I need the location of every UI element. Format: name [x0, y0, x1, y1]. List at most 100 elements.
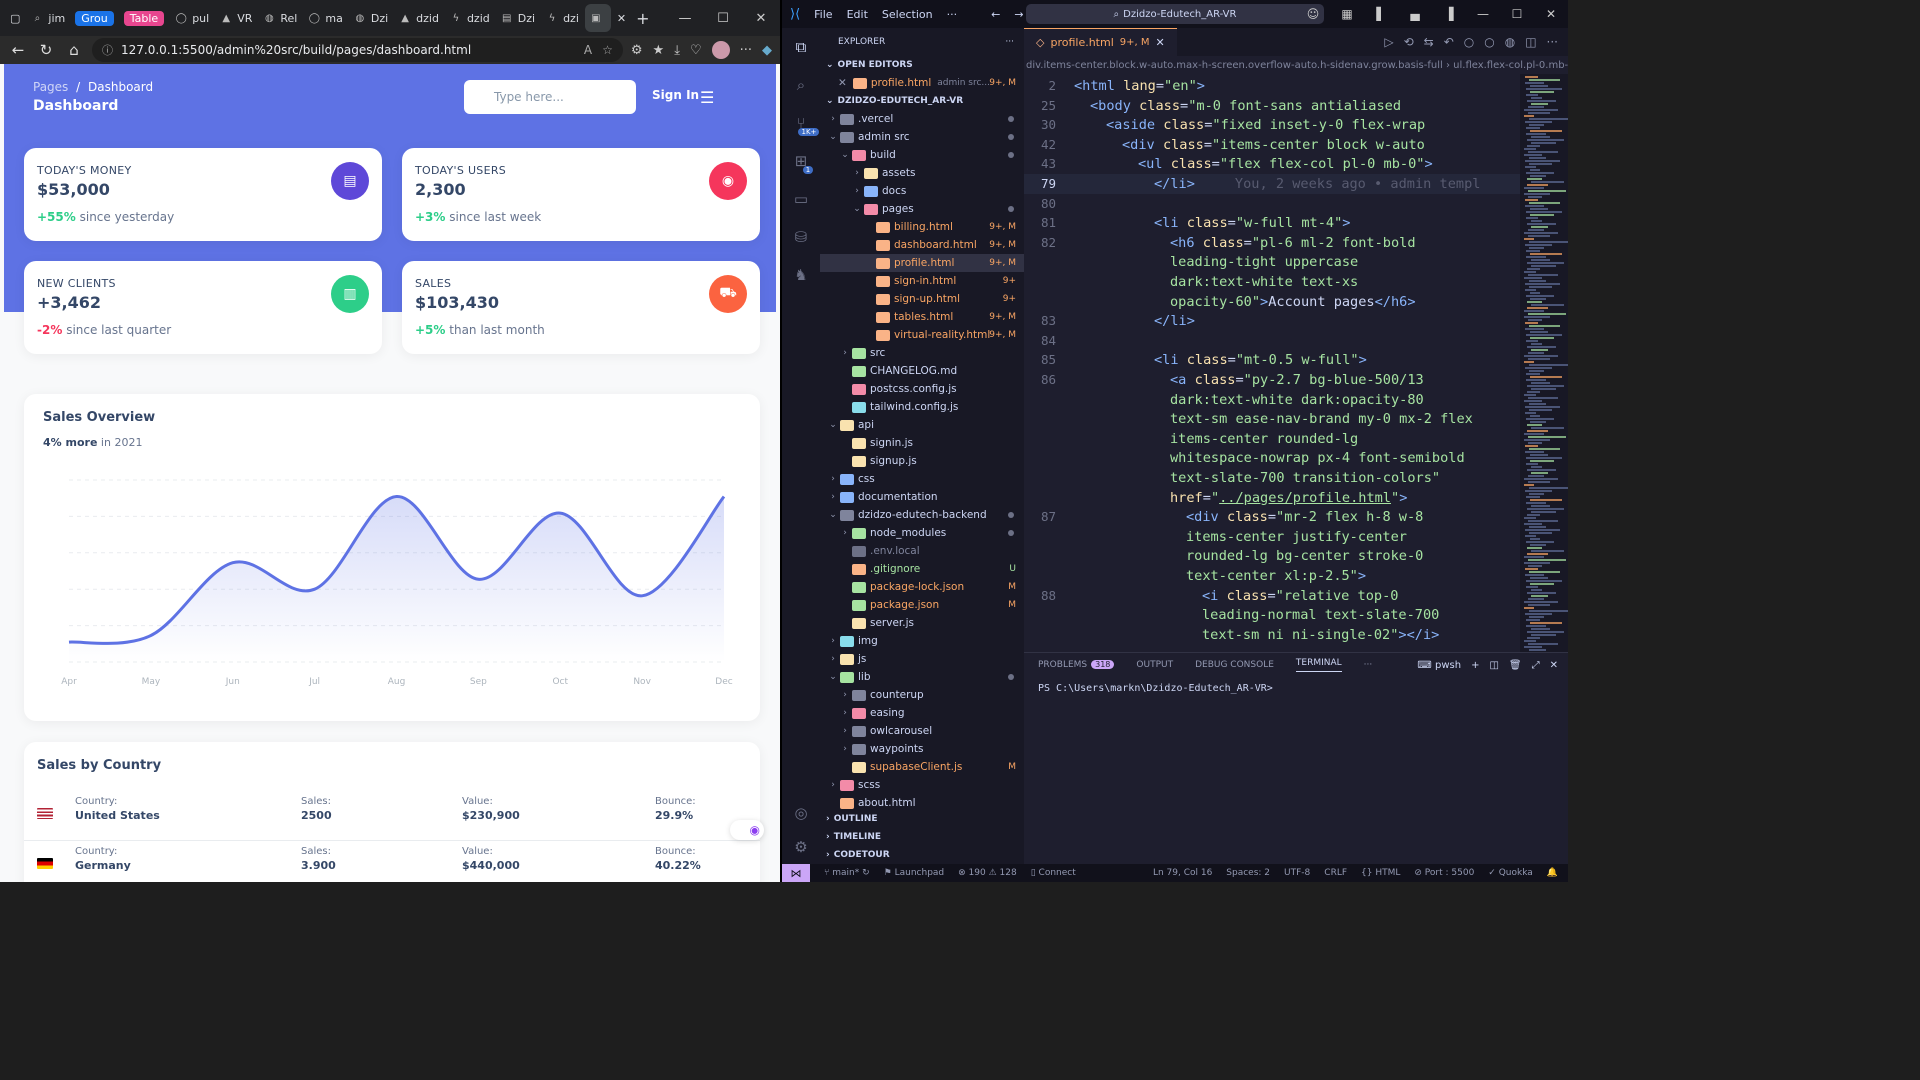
- browser-tab[interactable]: ⌕ jim: [26, 4, 69, 32]
- vs-minimize-icon[interactable]: —: [1477, 7, 1489, 21]
- tree-item[interactable]: package-lock.json M: [820, 578, 1024, 596]
- site-info-icon[interactable]: ⓘ: [102, 44, 113, 57]
- tree-item[interactable]: ⌄ build: [820, 146, 1024, 164]
- history-icon[interactable]: ⟲: [1403, 35, 1414, 49]
- editor-tab-profile[interactable]: ◇ profile.html 9+, M ✕: [1024, 28, 1177, 56]
- browser-tab[interactable]: Table: [120, 4, 168, 32]
- browser-tab[interactable]: ◯ ma: [303, 4, 346, 32]
- kill-terminal-icon[interactable]: 🗑: [1508, 659, 1522, 671]
- tree-item[interactable]: ⌄ admin src: [820, 128, 1024, 146]
- circle2-icon[interactable]: ○: [1484, 35, 1495, 49]
- tree-item[interactable]: package.json M: [820, 596, 1024, 614]
- favorites-icon[interactable]: ★: [652, 42, 665, 58]
- reload-icon[interactable]: ↻: [39, 41, 53, 59]
- tree-item[interactable]: about.html: [820, 794, 1024, 812]
- split-terminal-icon[interactable]: ◫: [1489, 659, 1499, 671]
- read-aloud-icon[interactable]: A: [583, 43, 593, 57]
- code-line[interactable]: text-center xl:p-2.5">: [1024, 566, 1520, 586]
- browser-tab[interactable]: ϟ dzi: [541, 4, 583, 32]
- browser-tab[interactable]: ▲ VR: [215, 4, 256, 32]
- code-line[interactable]: 85 <li class="mt-0.5 w-full">: [1024, 350, 1520, 370]
- remote-indicator-icon[interactable]: ⋈: [782, 864, 810, 882]
- code-line[interactable]: opacity-60">Account pages</h6>: [1024, 292, 1520, 312]
- sign-in-link[interactable]: Sign In: [652, 88, 700, 102]
- toggle-sidebar-icon[interactable]: ▌: [1376, 7, 1386, 21]
- editor-tab-close-icon[interactable]: ✕: [1155, 36, 1165, 49]
- close-panel-icon[interactable]: ✕: [1549, 659, 1558, 671]
- browser-tab[interactable]: ϟ dzid: [445, 4, 494, 32]
- code-line[interactable]: text-slate-700 transition-colors": [1024, 468, 1520, 488]
- close-editor-icon[interactable]: ✕: [838, 77, 847, 89]
- open-editor-item[interactable]: ✕ profile.html admin src... 9+, M: [820, 74, 1024, 92]
- maximize-panel-icon[interactable]: ⤢: [1531, 659, 1540, 671]
- code-line[interactable]: leading-tight uppercase: [1024, 252, 1520, 272]
- profile-avatar[interactable]: [711, 41, 730, 59]
- split-editor-icon[interactable]: ◫: [1525, 35, 1537, 49]
- tree-item[interactable]: sign-up.html 9+: [820, 290, 1024, 308]
- explorer-icon[interactable]: ⧉: [795, 38, 807, 56]
- code-line[interactable]: 82 <h6 class="pl-6 ml-2 font-bold: [1024, 233, 1520, 253]
- explorer-more-icon[interactable]: ···: [1005, 37, 1014, 47]
- accounts-icon[interactable]: ◎: [794, 804, 808, 822]
- assistant-toggle-icon[interactable]: ◉: [730, 820, 764, 840]
- live-server-port[interactable]: ⊘ Port : 5500: [1414, 868, 1475, 878]
- code-line[interactable]: dark:text-white text-xs: [1024, 272, 1520, 292]
- tree-item[interactable]: › assets: [820, 164, 1024, 182]
- code-line[interactable]: 79 </li> You, 2 weeks ago • admin templ: [1024, 174, 1520, 194]
- run-icon[interactable]: ▷: [1384, 35, 1394, 49]
- quokka-status[interactable]: ✓ Quokka: [1488, 868, 1533, 878]
- editor-breadcrumb[interactable]: div.items-center.block.w-auto.max-h-scre…: [1026, 59, 1568, 71]
- tree-item[interactable]: tables.html 9+, M: [820, 308, 1024, 326]
- menu-file[interactable]: File: [814, 7, 833, 21]
- tree-item[interactable]: server.js: [820, 614, 1024, 632]
- tree-item[interactable]: › img: [820, 632, 1024, 650]
- address-bar[interactable]: ⓘ 127.0.0.1:5500/admin%20src/build/pages…: [92, 38, 623, 62]
- browser-tab[interactable]: ▣: [584, 4, 611, 32]
- code-line[interactable]: text-sm ni ni-single-02"></i>: [1024, 625, 1520, 645]
- tree-item[interactable]: signin.js: [820, 434, 1024, 452]
- tree-item[interactable]: virtual-reality.html 9+, M: [820, 326, 1024, 344]
- toggle-panel-icon[interactable]: ▄: [1410, 7, 1420, 21]
- compare-icon[interactable]: ⇆: [1423, 35, 1434, 49]
- launchpad-status[interactable]: ⚑ Launchpad: [883, 868, 945, 878]
- toggle-secondary-icon[interactable]: ▐: [1444, 7, 1454, 21]
- cursor-position[interactable]: Ln 79, Col 16: [1152, 868, 1213, 878]
- tree-item[interactable]: CHANGELOG.md: [820, 362, 1024, 380]
- tree-item[interactable]: tailwind.config.js: [820, 398, 1024, 416]
- circle-icon[interactable]: ○: [1463, 35, 1475, 49]
- elephant-icon[interactable]: ♞: [794, 266, 808, 284]
- performance-icon[interactable]: ♡: [689, 42, 702, 58]
- code-line[interactable]: 2 <html lang="en">: [1024, 76, 1520, 96]
- favorite-star-icon[interactable]: ☆: [602, 43, 613, 57]
- command-center-search[interactable]: ⌕ Dzidzo-Edutech_AR-VR: [1026, 4, 1324, 24]
- tree-item[interactable]: › src: [820, 344, 1024, 362]
- code-line[interactable]: href="../pages/profile.html">: [1024, 488, 1520, 508]
- code-view[interactable]: 2 <html lang="en"> 25 <body class="m-0 font…: [1024, 74, 1520, 652]
- menu-edit[interactable]: Edit: [846, 7, 868, 21]
- browser-tab[interactable]: ◍ Rel: [258, 4, 301, 32]
- code-line[interactable]: 83 </li>: [1024, 311, 1520, 331]
- new-tab-button[interactable]: +: [636, 8, 650, 28]
- code-line[interactable]: text-sm ease-nav-brand my-0 mx-2 flex: [1024, 409, 1520, 429]
- menu-selection[interactable]: Selection: [881, 7, 933, 21]
- breadcrumb-parent[interactable]: Pages: [33, 80, 69, 94]
- tab-problems[interactable]: PROBLEMS 318: [1038, 660, 1115, 670]
- copilot-menu-icon[interactable]: ☺: [1306, 7, 1320, 21]
- tree-item[interactable]: › .vercel: [820, 110, 1024, 128]
- code-line[interactable]: 43 <ul class="flex flex-col pl-0 mb-0">: [1024, 154, 1520, 174]
- code-line[interactable]: 81 <li class="w-full mt-4">: [1024, 213, 1520, 233]
- code-line[interactable]: items-center justify-center: [1024, 527, 1520, 547]
- home-icon[interactable]: ⌂: [69, 41, 79, 59]
- tree-item[interactable]: supabaseClient.js M: [820, 758, 1024, 776]
- remote-explorer-icon[interactable]: ▭: [793, 190, 809, 208]
- search-input[interactable]: Type here...: [464, 80, 636, 114]
- connect-status[interactable]: ▯ Connect: [1030, 868, 1076, 878]
- tree-item[interactable]: signup.js: [820, 452, 1024, 470]
- language-mode[interactable]: {} HTML: [1361, 868, 1401, 878]
- tab-actions-icon[interactable]: ▢: [10, 11, 21, 25]
- menu-icon[interactable]: ☰: [700, 88, 715, 107]
- database-icon[interactable]: ⛁: [794, 228, 808, 246]
- codetour-section[interactable]: › CODETOUR: [826, 850, 890, 860]
- tree-item[interactable]: billing.html 9+, M: [820, 218, 1024, 236]
- timeline-section[interactable]: › TIMELINE: [826, 832, 882, 842]
